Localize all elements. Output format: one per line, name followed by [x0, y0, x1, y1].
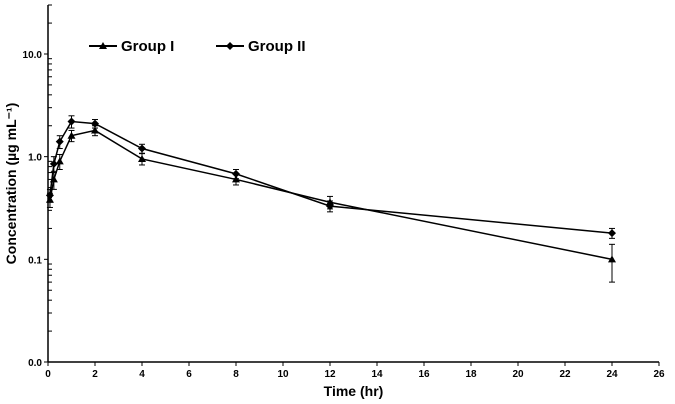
y-tick-label: 0.0 — [28, 358, 42, 369]
data-point — [67, 131, 76, 139]
data-point — [45, 191, 54, 200]
data-point — [67, 117, 76, 126]
y-tick-label: 0.1 — [28, 255, 42, 266]
x-tick-label: 22 — [559, 369, 571, 380]
y-axis-label: Concentration (µg mL⁻¹) — [3, 103, 19, 265]
data-point — [326, 202, 334, 211]
legend-label: Group I — [121, 38, 174, 55]
y-tick-label: 1.0 — [28, 153, 42, 164]
x-tick-label: 2 — [92, 369, 98, 380]
x-tick-label: 12 — [324, 369, 336, 380]
y-tick-label: 10.0 — [23, 50, 43, 61]
x-tick-label: 10 — [277, 369, 289, 380]
x-tick-label: 16 — [418, 369, 430, 380]
x-tick-label: 26 — [653, 369, 665, 380]
x-tick-label: 14 — [371, 369, 383, 380]
x-tick-label: 20 — [512, 369, 524, 380]
data-point — [138, 144, 146, 153]
data-point — [608, 229, 616, 238]
data-point — [55, 137, 64, 146]
x-tick-label: 18 — [465, 369, 477, 380]
legend-label: Group II — [248, 38, 306, 55]
data-point — [49, 159, 58, 168]
legend-marker — [99, 42, 107, 49]
data-point — [608, 255, 616, 263]
x-tick-label: 0 — [45, 369, 51, 380]
legend-marker — [226, 42, 234, 50]
data-point — [55, 157, 64, 165]
x-axis-label: Time (hr) — [324, 383, 384, 399]
data-point — [91, 119, 99, 128]
x-tick-label: 4 — [139, 369, 145, 380]
series-line-1 — [49, 129, 613, 261]
x-tick-label: 8 — [233, 369, 239, 380]
x-tick-label: 24 — [606, 369, 618, 380]
data-point — [232, 169, 240, 178]
data-point — [138, 154, 146, 162]
data-point — [91, 126, 99, 134]
x-tick-label: 6 — [186, 369, 192, 380]
series-line-2 — [49, 120, 613, 234]
